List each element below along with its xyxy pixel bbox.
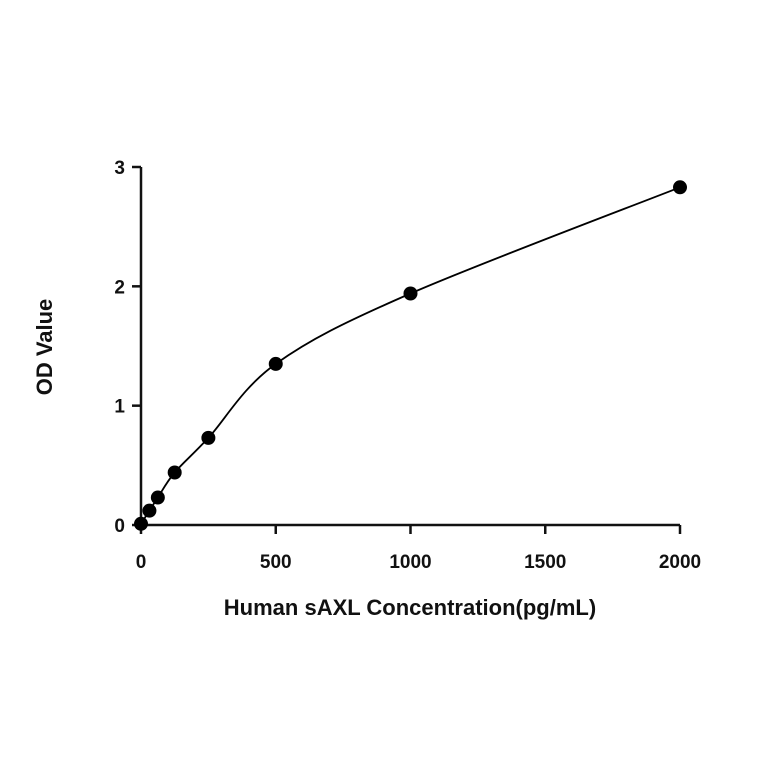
data-point (201, 430, 216, 445)
x-tick-label: 0 (136, 552, 147, 573)
data-point (142, 503, 157, 518)
x-tick-label: 1500 (524, 552, 566, 573)
x-tick-label: 1000 (389, 552, 431, 573)
data-point (167, 465, 182, 480)
y-tick-label: 1 (114, 397, 125, 418)
data-point (673, 180, 687, 195)
data-point (268, 356, 283, 371)
x-axis-title: Human sAXL Concentration(pg/mL) (224, 595, 596, 620)
data-points-layer (134, 180, 687, 531)
data-point (150, 490, 165, 505)
y-tick-label: 0 (114, 516, 125, 537)
fit-curve (140, 186, 681, 525)
data-point (403, 286, 418, 301)
x-tick-label: 2000 (659, 552, 701, 573)
x-tick-label: 500 (260, 552, 292, 573)
y-axis-title: OD Value (32, 299, 57, 396)
axes: 0 500 1000 1500 2000 0 1 2 3 (114, 158, 701, 573)
y-tick-label: 3 (114, 158, 125, 179)
data-point (134, 516, 148, 531)
fit-curve-layer (140, 186, 681, 525)
y-tick-label: 2 (114, 277, 125, 298)
